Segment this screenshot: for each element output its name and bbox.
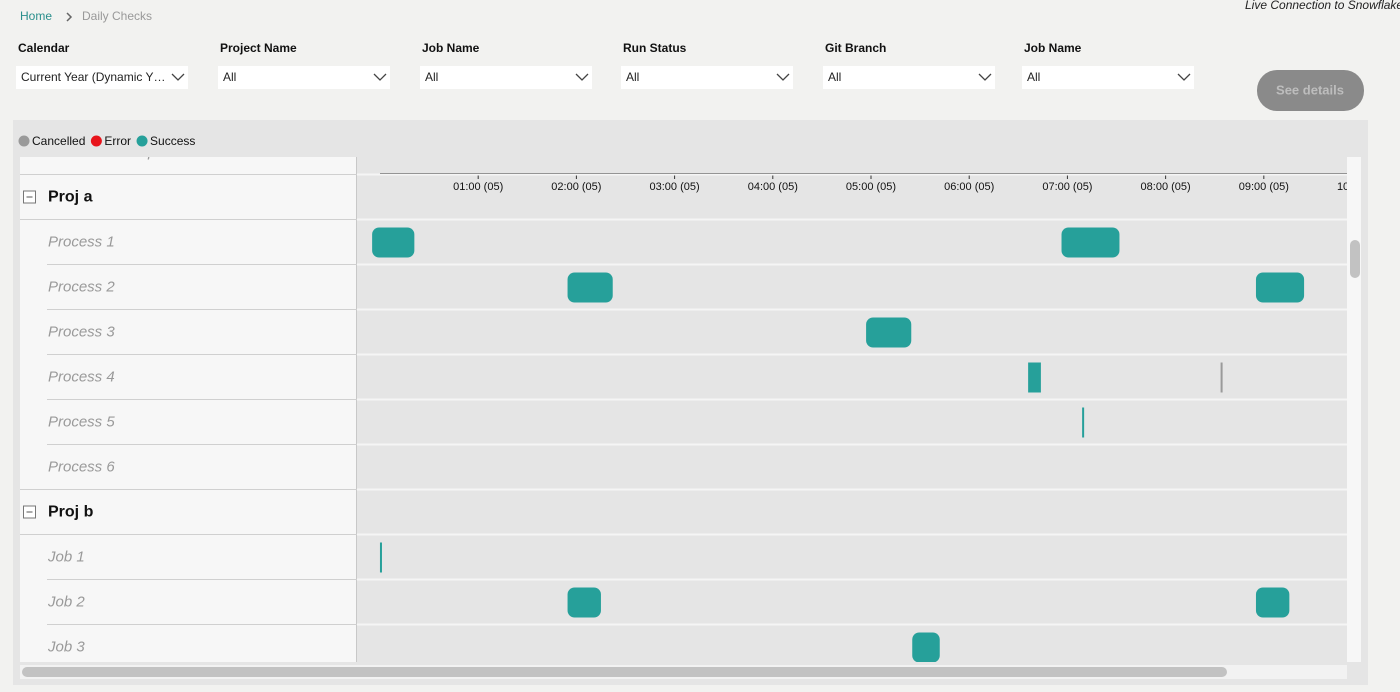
row-label: Job 1 bbox=[47, 548, 85, 565]
filter-dropdown[interactable] bbox=[218, 66, 390, 89]
dropdown-chevron bbox=[978, 73, 992, 81]
tick-label: 01:00 (05) bbox=[453, 181, 503, 193]
dropdown-chevron bbox=[373, 73, 387, 81]
tick-label: 08:00 (05) bbox=[1141, 181, 1191, 193]
filter-dropdown[interactable] bbox=[16, 66, 188, 89]
see-details-label[interactable]: See details bbox=[1276, 82, 1344, 97]
row-label: Process 1 bbox=[48, 233, 115, 250]
run-bar[interactable] bbox=[912, 632, 940, 663]
run-bar[interactable] bbox=[1255, 587, 1290, 618]
run-bar[interactable] bbox=[567, 272, 613, 303]
breadcrumb-home[interactable]: Home bbox=[20, 9, 52, 23]
run-bar[interactable] bbox=[1082, 407, 1085, 438]
filter-dropdown[interactable] bbox=[621, 66, 793, 89]
run-bar[interactable] bbox=[1028, 362, 1041, 393]
connection-status: Live Connection to Snowflake bbox=[1245, 0, 1400, 12]
row-label: Process 4 bbox=[48, 368, 115, 385]
filter-value[interactable]: All bbox=[626, 70, 639, 84]
row-label: Process 3 bbox=[48, 323, 115, 340]
row-label: Cost Monitor Update bbox=[48, 143, 186, 160]
tick-label: 07:00 (05) bbox=[1042, 181, 1092, 193]
filter-dropdown[interactable] bbox=[1022, 66, 1194, 89]
row-label: Process 6 bbox=[48, 458, 115, 475]
filter-dropdown[interactable] bbox=[420, 66, 592, 89]
run-bar[interactable] bbox=[866, 317, 912, 348]
row-label: Job 3 bbox=[47, 638, 85, 655]
tick-label: 02:00 (05) bbox=[551, 181, 601, 193]
filter-label: Job Name bbox=[1024, 41, 1082, 55]
legend-label: Error bbox=[104, 134, 131, 148]
horizontal-scroll-thumb[interactable] bbox=[22, 667, 1227, 677]
tick-label: 04:00 (05) bbox=[748, 181, 798, 193]
breadcrumb-current: Daily Checks bbox=[82, 9, 152, 23]
run-bar[interactable] bbox=[372, 227, 415, 258]
vertical-scroll-thumb[interactable] bbox=[1350, 240, 1360, 278]
filter-label: Git Branch bbox=[825, 41, 886, 55]
row-label: Process 5 bbox=[48, 413, 115, 430]
legend-label: Success bbox=[150, 134, 195, 148]
filter-label: Run Status bbox=[623, 41, 687, 55]
row-label: Job 2 bbox=[47, 593, 85, 610]
legend-marker bbox=[90, 135, 102, 147]
filter-value[interactable]: All bbox=[223, 70, 236, 84]
dropdown-chevron bbox=[575, 73, 589, 81]
filter-value[interactable]: Current Year (Dynamic Y… bbox=[21, 70, 166, 84]
legend-marker bbox=[18, 135, 30, 147]
tick-label: 09:00 (05) bbox=[1239, 181, 1289, 193]
run-bar[interactable] bbox=[1220, 362, 1223, 393]
see-details-button[interactable] bbox=[1257, 70, 1364, 111]
tick-label: 10:00 (05) bbox=[1337, 181, 1387, 193]
filter-label: Project Name bbox=[220, 41, 297, 55]
row-labels: Cost Monitor Update Proj a Process 1 Proces… bbox=[20, 143, 357, 655]
run-bar[interactable] bbox=[567, 587, 601, 618]
legend-label: Cancelled bbox=[32, 134, 85, 148]
tick-label: 03:00 (05) bbox=[650, 181, 700, 193]
filter-label: Job Name bbox=[422, 41, 480, 55]
breadcrumb-separator bbox=[66, 12, 73, 22]
row-label-column bbox=[20, 157, 357, 662]
filter-value[interactable]: All bbox=[1027, 70, 1040, 84]
dropdown-chevron bbox=[171, 73, 185, 81]
dropdown-chevron bbox=[776, 73, 790, 81]
filter-value[interactable]: All bbox=[425, 70, 438, 84]
run-bar[interactable] bbox=[1061, 227, 1120, 258]
tick-label: 05:00 (05) bbox=[846, 181, 896, 193]
filter-value[interactable]: All bbox=[828, 70, 841, 84]
legend-marker bbox=[136, 135, 148, 147]
dropdown-chevron bbox=[1177, 73, 1191, 81]
group-label: Proj a bbox=[48, 189, 93, 206]
filter-dropdown[interactable] bbox=[823, 66, 995, 89]
run-bar[interactable] bbox=[1255, 272, 1305, 303]
tick-label: 06:00 (05) bbox=[944, 181, 994, 193]
run-bar[interactable] bbox=[379, 542, 382, 573]
vertical-scroll-track bbox=[1347, 157, 1361, 662]
filter-label: Calendar bbox=[18, 41, 70, 55]
timeline: 01:00 (05) 02:00 (05) 03:00 (05) 04:00 (05)… bbox=[357, 173, 1387, 663]
group-label: Proj b bbox=[48, 504, 94, 521]
row-label: Process 2 bbox=[48, 278, 115, 295]
